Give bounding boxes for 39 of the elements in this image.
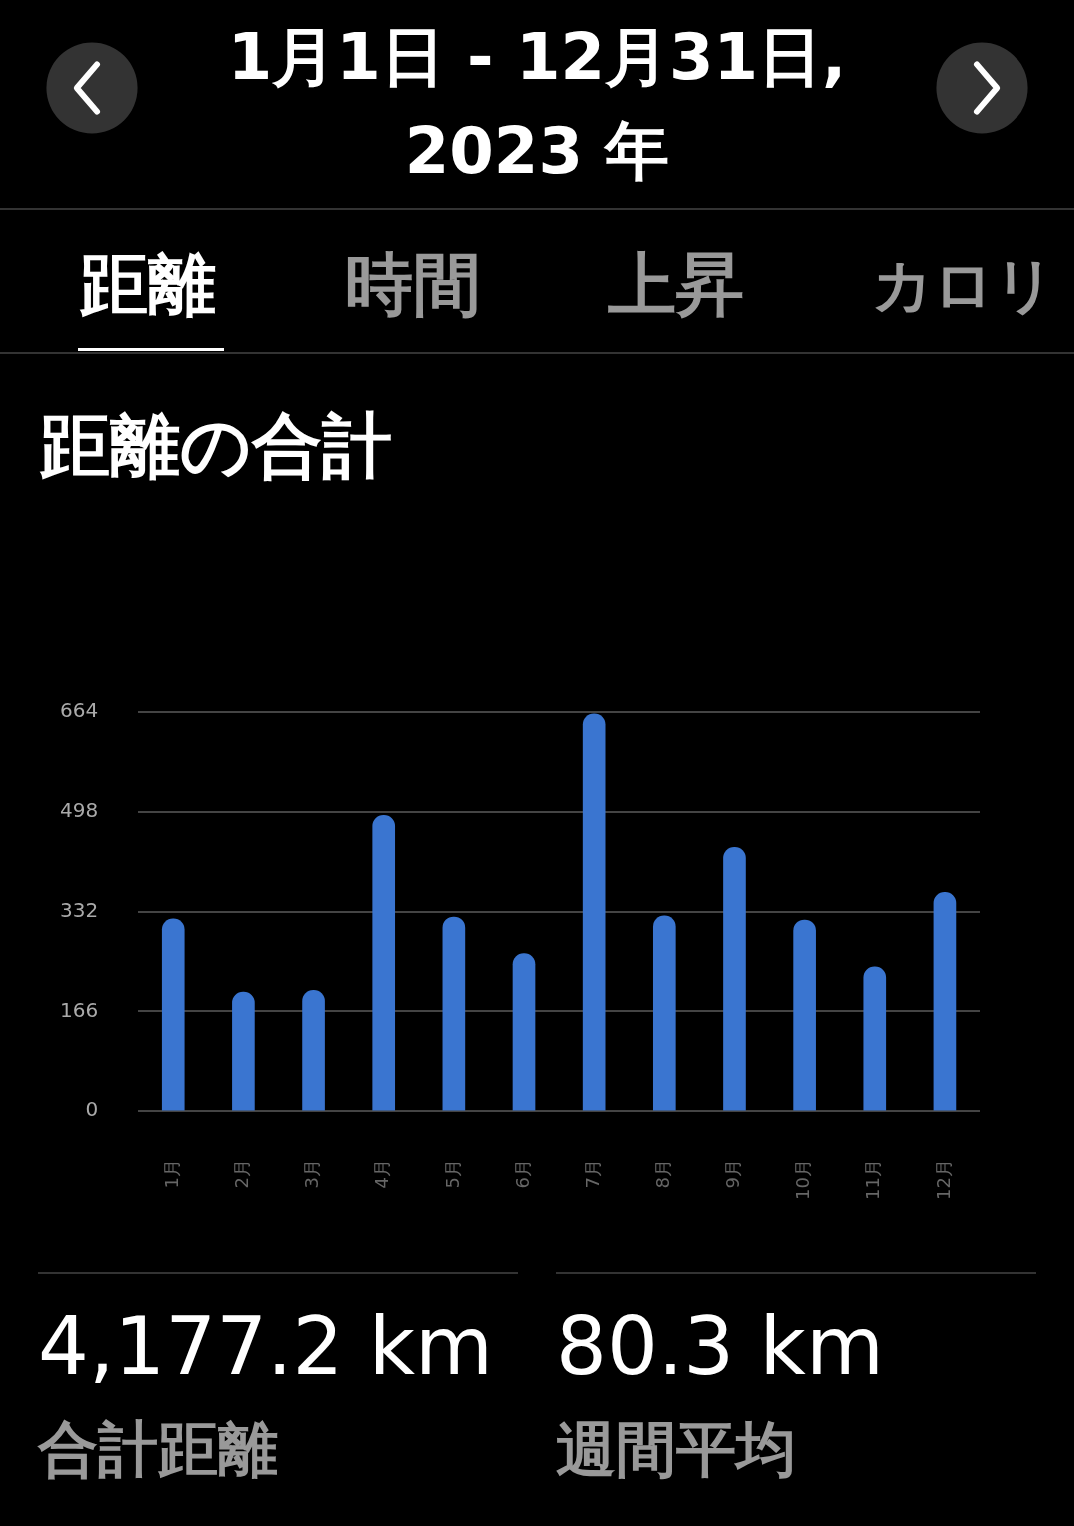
bar — [372, 815, 396, 1111]
y-tick-label: 498 — [59, 797, 99, 822]
x-tick-label: 12月 — [932, 1159, 954, 1200]
x-tick-label: 3月 — [301, 1159, 323, 1189]
x-tick-label: 2月 — [231, 1159, 253, 1189]
bar — [442, 916, 466, 1111]
chart-title: 距離の合計 — [40, 404, 392, 489]
y-tick-label: 0 — [85, 1097, 99, 1122]
text: 上昇 — [608, 244, 744, 326]
bar — [232, 991, 255, 1111]
text: 距離 — [80, 244, 216, 326]
text: 4,177.2 km — [38, 1300, 494, 1393]
bar — [582, 713, 606, 1111]
x-tick-label: 6月 — [511, 1159, 533, 1189]
text: カロリ — [872, 249, 1055, 322]
x-tick-label: 8月 — [651, 1159, 673, 1189]
y-tick-label: 332 — [59, 897, 99, 922]
text: 合計距離 — [38, 1413, 278, 1486]
bar — [723, 846, 746, 1111]
x-tick-label: 7月 — [581, 1159, 603, 1189]
text: 1月1日 - 12月31日, 2023 年 — [226, 19, 848, 190]
bar — [933, 891, 957, 1111]
bar — [652, 915, 676, 1111]
bar — [161, 918, 185, 1111]
bar — [512, 953, 536, 1111]
bar — [863, 966, 887, 1111]
bar — [302, 989, 325, 1111]
text: 時間 — [345, 244, 481, 326]
y-tick-label: 664 — [59, 698, 99, 723]
bar — [793, 919, 816, 1111]
x-tick-label: 10月 — [792, 1159, 814, 1200]
y-tick-label: 166 — [59, 997, 99, 1022]
text: 週間平均 — [556, 1413, 796, 1486]
x-tick-label: 5月 — [441, 1159, 463, 1189]
x-tick-label: 1月 — [160, 1159, 182, 1189]
x-tick-label: 4月 — [371, 1159, 393, 1189]
x-tick-label: 11月 — [862, 1159, 884, 1200]
text: 80.3 km — [556, 1300, 884, 1393]
x-tick-label: 9月 — [722, 1159, 744, 1189]
